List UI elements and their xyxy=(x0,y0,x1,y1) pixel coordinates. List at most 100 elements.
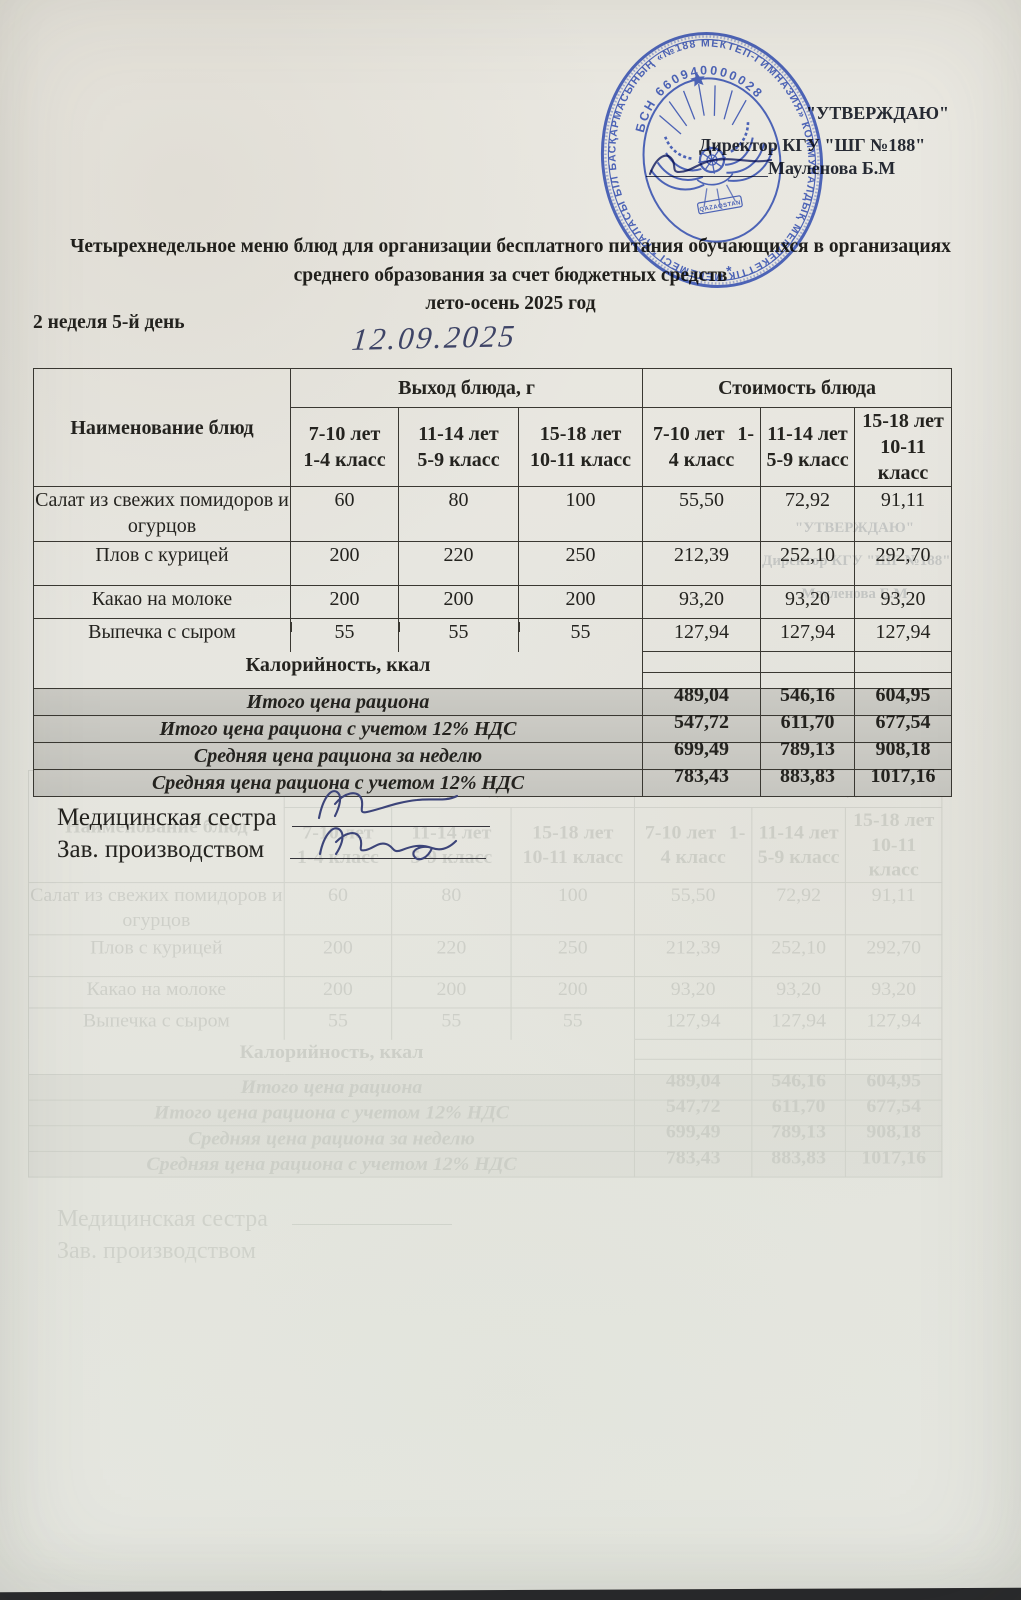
table-row: Какао на молоке 200 200 200 93,20 93,20 … xyxy=(27,976,943,1009)
cost-value: 93,20 xyxy=(854,585,953,619)
cost-value: 292,70 xyxy=(844,934,943,978)
cost-value: 127,94 xyxy=(844,1007,943,1040)
output-value: 200 xyxy=(517,585,644,619)
director-line: Директор КГУ "ШГ №188" xyxy=(699,135,926,155)
dish-name: Какао на молоке xyxy=(33,585,291,619)
cost-value: 292,70 xyxy=(854,541,953,586)
summary-label: Итого цена рациона xyxy=(27,1073,635,1101)
table-row xyxy=(34,672,953,689)
output-value: 55 xyxy=(517,618,644,652)
table-row: Салат из свежих помидоров и огурцов 60 8… xyxy=(33,486,953,542)
bleedthrough-production-label: Зав. производством xyxy=(57,1238,256,1264)
calories-label: Калорийность, ккал xyxy=(27,1039,635,1075)
title-line-1: Четырехнедельное меню блюд для организац… xyxy=(70,236,951,257)
bleedthrough-nurse-label: Медицинская сестра xyxy=(57,1206,268,1232)
summary-label: Средняя цена рациона за неделю xyxy=(27,1125,635,1152)
col-header-output-age1: 7-10 лет 1-4 класс xyxy=(283,807,393,884)
cost-value: 127,94 xyxy=(751,1007,846,1040)
document-title: Четырехнедельное меню блюд для организац… xyxy=(0,233,1021,319)
output-value: 200 xyxy=(398,585,519,619)
cost-value: 93,20 xyxy=(751,976,846,1009)
output-value: 55 xyxy=(283,1007,393,1040)
col-header-output-age3: 15-18 лет 10-11 класс xyxy=(510,807,635,884)
col-header-dish-name: Наименование блюд xyxy=(33,368,291,487)
column-tick-mark xyxy=(398,622,400,632)
production-manager-label: Зав. производством xyxy=(57,836,265,863)
summary-label: Итого цена рациона с учетом 12% НДС xyxy=(27,1099,635,1127)
table-row: Калорийность, ккал xyxy=(32,651,953,689)
table-row: Какао на молоке 200 200 200 93,20 93,20 … xyxy=(33,585,953,619)
output-value: 200 xyxy=(290,541,399,586)
cost-value: 93,20 xyxy=(844,976,943,1009)
cost-value: 127,94 xyxy=(854,618,953,652)
table-row: Выпечка с сыром 55 55 55 127,94 127,94 1… xyxy=(33,618,953,652)
summary-value: 677,54 xyxy=(844,1096,943,1127)
table-row: Калорийность, ккал xyxy=(27,1038,943,1075)
title-line-2: среднего образования за счет бюджетных с… xyxy=(293,264,728,286)
summary-value: 611,70 xyxy=(751,1096,846,1127)
director-signature-ink xyxy=(648,154,773,176)
output-value: 80 xyxy=(391,882,512,936)
menu-table-wrap: Наименование блюд Выход блюда, г Стоимос… xyxy=(32,368,953,797)
summary-value: 699,49 xyxy=(633,1122,753,1152)
cost-value: 252,10 xyxy=(751,934,846,978)
col-header-output-age1: 7-10 лет 1-4 класс xyxy=(290,407,399,487)
summary-row: Средняя цена рациона с учетом 12% НДС 78… xyxy=(32,765,953,797)
week-day-subtitle: 2 неделя 5-й день xyxy=(33,312,185,333)
summary-value: 489,04 xyxy=(642,684,762,716)
bleedthrough-table: Наименование блюд Выход блюда, г Стоимос… xyxy=(27,769,943,1178)
summary-row: Средняя цена рациона за неделю 699,49 78… xyxy=(32,738,953,770)
summary-value: 546,16 xyxy=(760,684,856,716)
summary-value: 789,13 xyxy=(760,738,856,770)
col-header-cost-age1: 7-10 лет 1- 4 класс xyxy=(633,807,753,884)
summary-value: 883,83 xyxy=(760,765,856,797)
cost-value: 93,20 xyxy=(633,976,753,1009)
cost-value: 72,92 xyxy=(760,486,856,542)
cost-value: 127,94 xyxy=(642,618,762,652)
summary-value: 908,18 xyxy=(854,738,953,770)
summary-row: Итого цена рациона 489,04 546,16 604,95 xyxy=(32,684,953,716)
stamp-bottom-star: * xyxy=(725,262,734,279)
cost-value: 127,94 xyxy=(760,618,856,652)
table-row: Плов с курицей 200 220 250 212,39 252,10… xyxy=(33,541,953,586)
table-row: Салат из свежих помидоров и огурцов 60 8… xyxy=(27,882,943,936)
col-header-cost-age2: 11-14 лет 5-9 класс xyxy=(751,807,846,884)
dish-name: Выпечка с сыром xyxy=(33,618,291,652)
title-line-3: лето-осень 2025 год xyxy=(425,293,596,314)
output-value: 55 xyxy=(290,618,399,652)
summary-value: 783,43 xyxy=(642,765,762,797)
director-name: Мауленова Б.М xyxy=(768,158,896,178)
col-header-cost-age1: 7-10 лет 1- 4 класс xyxy=(642,407,762,487)
output-value: 100 xyxy=(510,882,635,936)
summary-value: 604,95 xyxy=(844,1070,943,1101)
output-value: 80 xyxy=(398,486,519,542)
summary-row: Средняя цена рациона за неделю 699,49 78… xyxy=(27,1122,943,1152)
summary-value: 883,83 xyxy=(751,1147,846,1178)
nurse-signature-line xyxy=(292,826,490,827)
col-header-cost-age3: 15-18 лет 10-11 класс xyxy=(844,807,943,884)
output-value: 200 xyxy=(283,976,393,1009)
summary-label: Средняя цена рациона с учетом 12% НДС xyxy=(27,1150,635,1178)
nurse-signature-ink xyxy=(317,790,459,820)
output-value: 220 xyxy=(391,934,512,978)
cost-value: 55,50 xyxy=(642,486,762,542)
output-value: 200 xyxy=(391,976,512,1009)
table-row: Выпечка с сыром 55 55 55 127,94 127,94 1… xyxy=(27,1007,943,1040)
summary-value: 699,49 xyxy=(642,738,762,770)
column-tick-mark xyxy=(518,622,520,632)
stamp-emblem xyxy=(649,72,774,215)
col-header-output-age2: 11-14 лет 5-9 класс xyxy=(398,407,519,487)
summary-value: 611,70 xyxy=(760,711,856,743)
summary-row: Средняя цена рациона с учетом 12% НДС 78… xyxy=(27,1147,943,1178)
col-header-cost-age2: 11-14 лет 5-9 класс xyxy=(760,407,856,487)
summary-row: Итого цена рациона с учетом 12% НДС 547,… xyxy=(27,1096,943,1127)
summary-value: 604,95 xyxy=(854,684,953,716)
cost-value: 72,92 xyxy=(751,882,846,936)
summary-value: 1017,16 xyxy=(844,1147,943,1178)
col-header-output-age3: 15-18 лет 10-11 класс xyxy=(517,407,644,487)
output-value: 100 xyxy=(517,486,644,542)
output-value: 55 xyxy=(398,618,519,652)
handwritten-date: 12.09.2025 xyxy=(350,318,519,357)
output-value: 60 xyxy=(290,486,399,542)
output-value: 55 xyxy=(510,1007,635,1040)
